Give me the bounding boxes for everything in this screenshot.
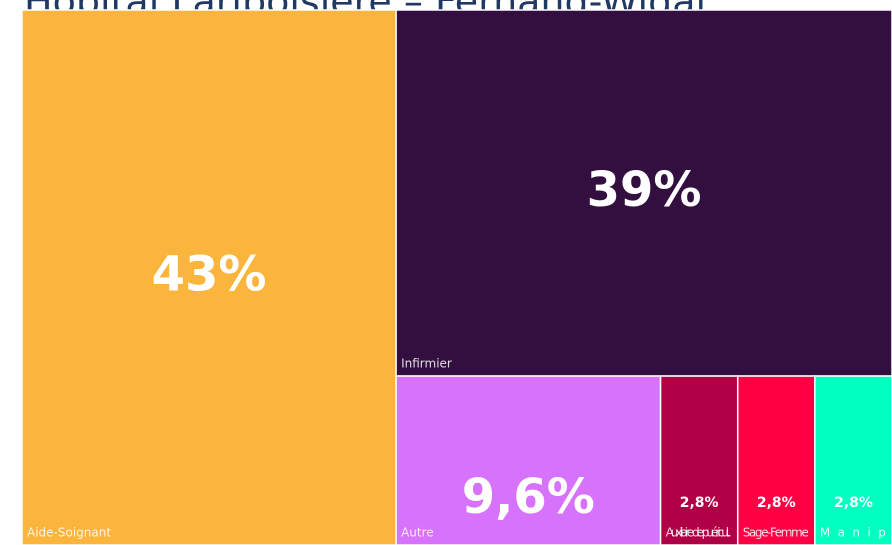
value-label: 43% [152, 247, 267, 303]
category-label: Auxiliaire de puéricul... [666, 526, 732, 540]
value-label: 2,8% [757, 495, 796, 511]
value-label: 9,6% [462, 469, 595, 525]
tile [395, 9, 892, 377]
category-label: Infirmier [401, 357, 452, 371]
value-label: 39% [587, 162, 702, 218]
category-label: Autre [401, 526, 434, 540]
category-label: Aide-Soignant [27, 526, 111, 540]
tile [395, 375, 662, 545]
category-label: Sage-Femme [743, 526, 809, 540]
tile [736, 375, 816, 545]
tile [814, 375, 892, 545]
value-label: 2,8% [680, 495, 719, 511]
value-label: 2,8% [834, 495, 873, 511]
tile [659, 375, 739, 545]
